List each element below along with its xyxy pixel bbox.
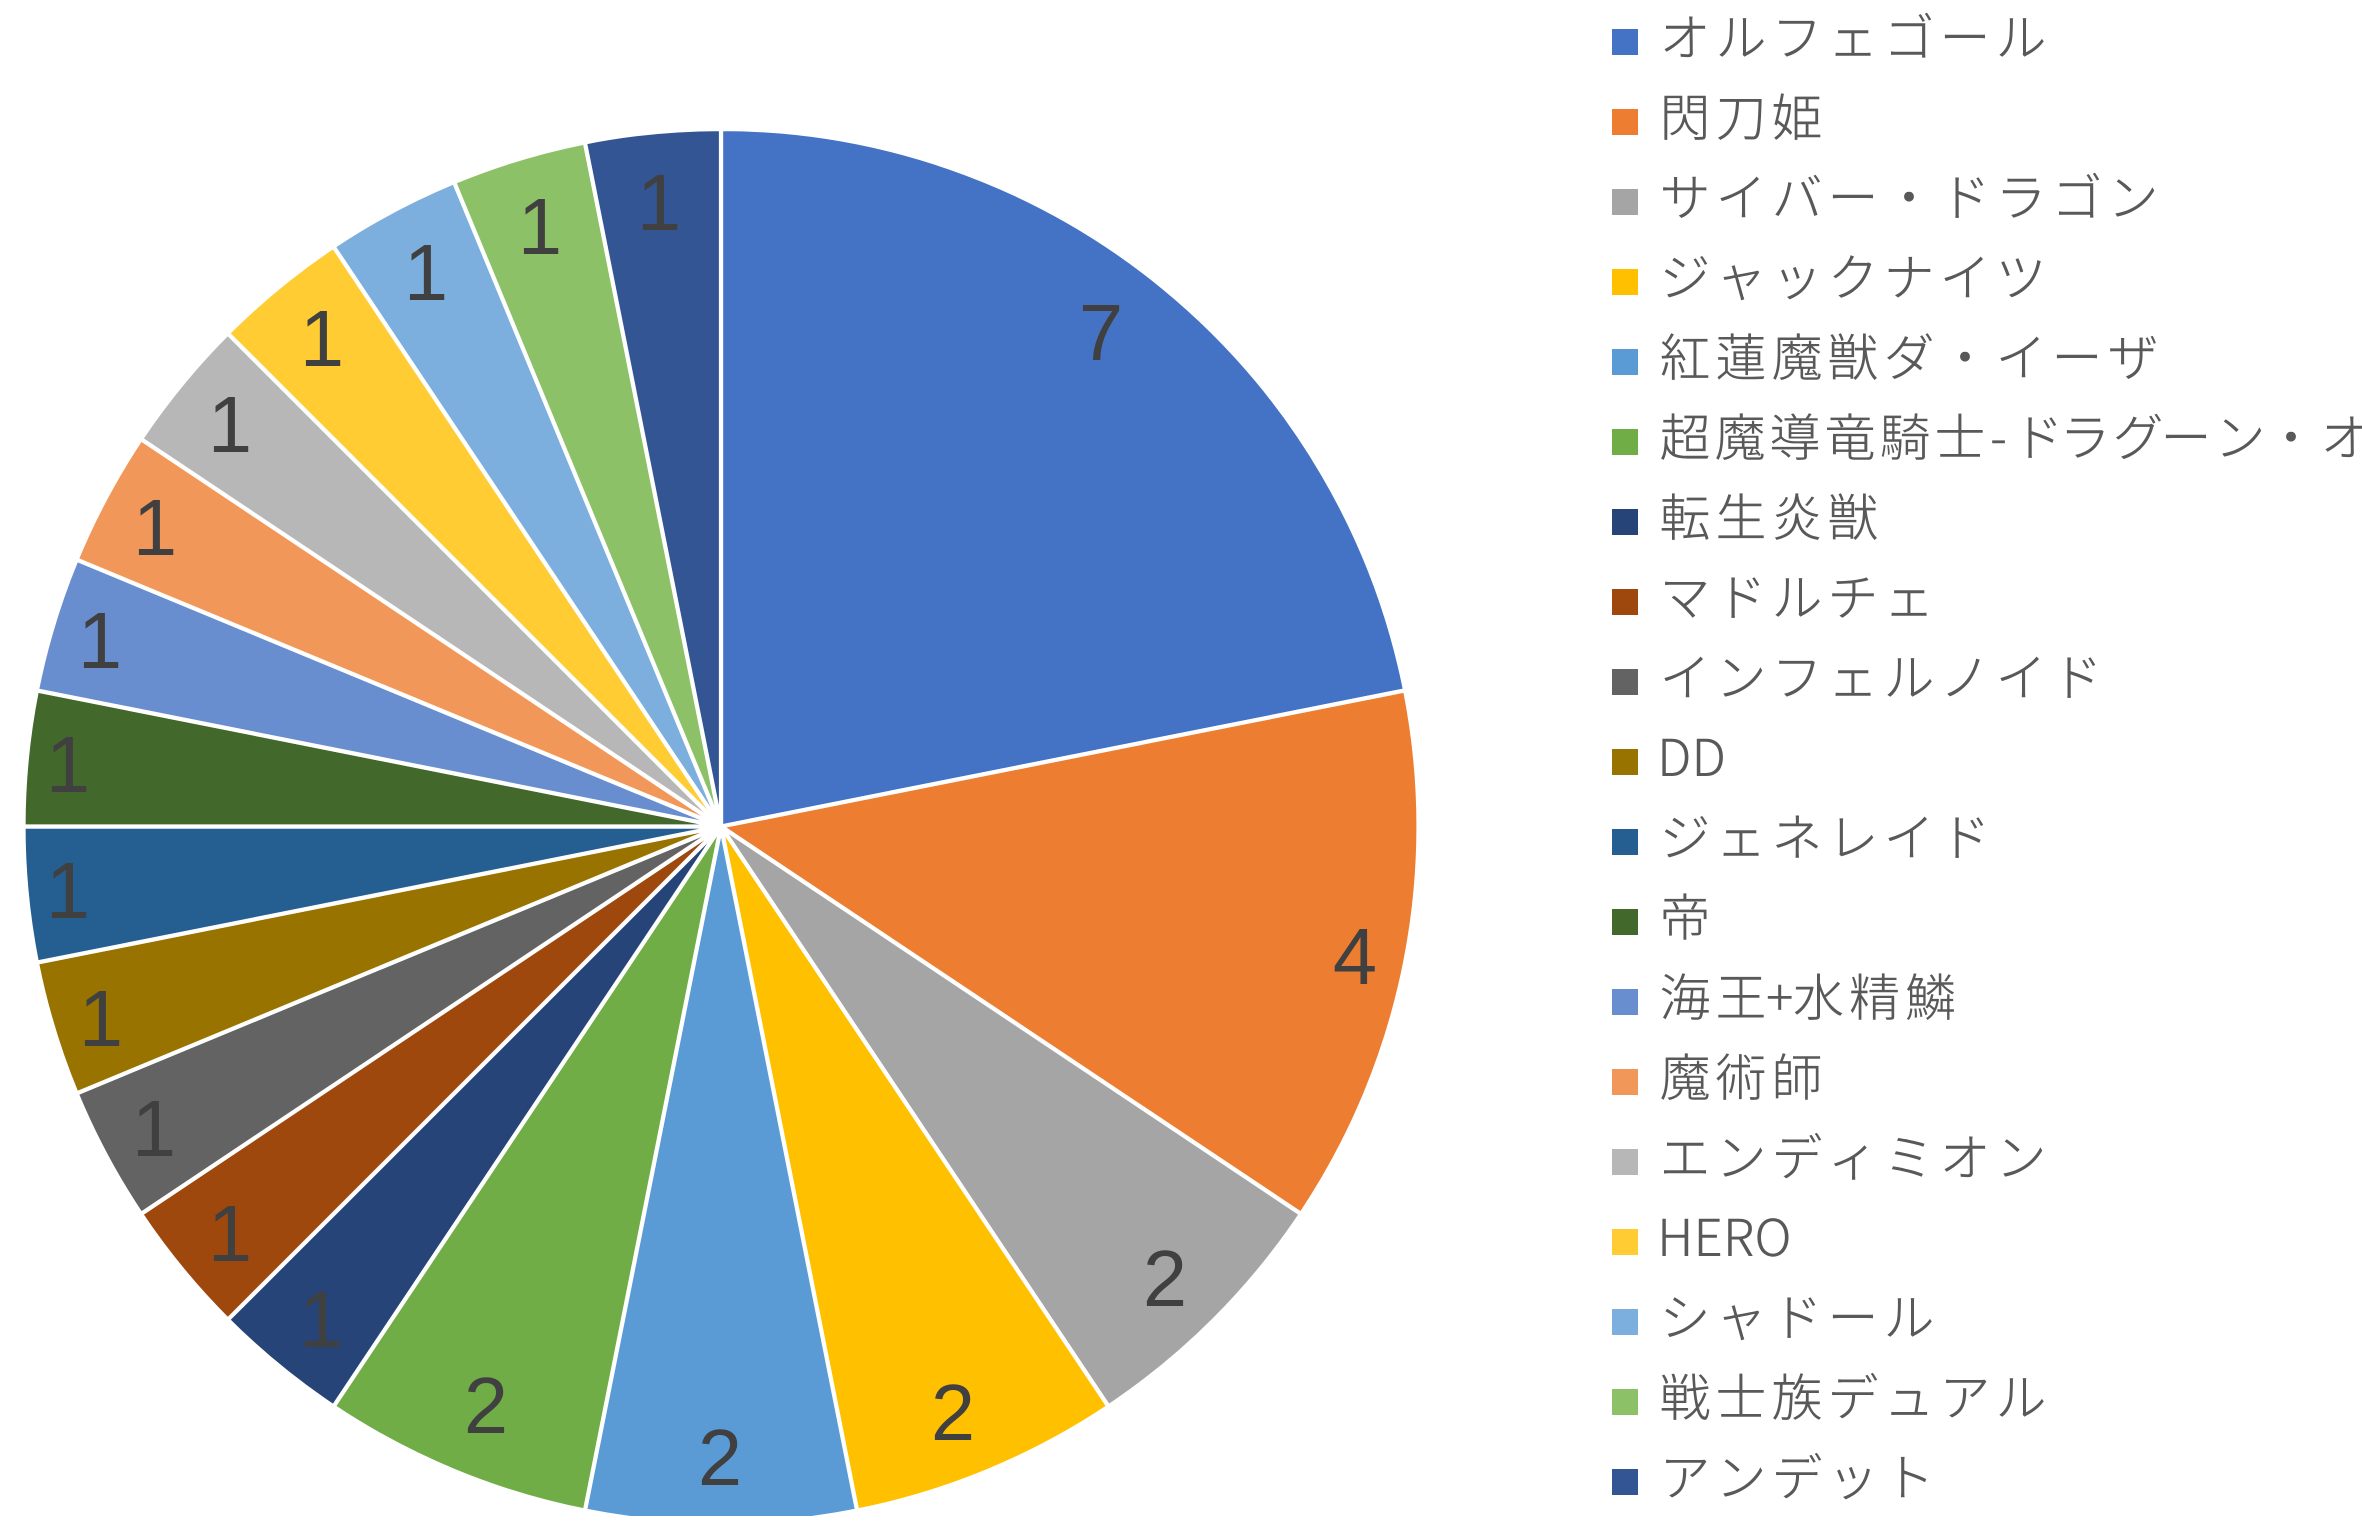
- svg-text:1: 1: [133, 483, 177, 572]
- svg-text:7: 7: [1079, 288, 1123, 377]
- svg-text:2: 2: [1143, 1234, 1187, 1323]
- svg-text:1: 1: [79, 974, 123, 1063]
- svg-text:2: 2: [464, 1361, 508, 1450]
- svg-text:2: 2: [931, 1368, 975, 1457]
- svg-text:1: 1: [208, 380, 252, 469]
- svg-text:1: 1: [404, 228, 448, 317]
- svg-text:1: 1: [46, 720, 90, 809]
- svg-text:1: 1: [132, 1084, 176, 1173]
- svg-text:1: 1: [637, 158, 681, 247]
- svg-text:4: 4: [1333, 912, 1377, 1001]
- svg-text:1: 1: [78, 596, 122, 685]
- svg-text:1: 1: [46, 846, 90, 935]
- svg-text:1: 1: [518, 182, 562, 271]
- svg-text:1: 1: [300, 294, 344, 383]
- svg-text:1: 1: [299, 1275, 343, 1364]
- svg-text:2: 2: [698, 1413, 742, 1502]
- svg-text:1: 1: [208, 1189, 252, 1278]
